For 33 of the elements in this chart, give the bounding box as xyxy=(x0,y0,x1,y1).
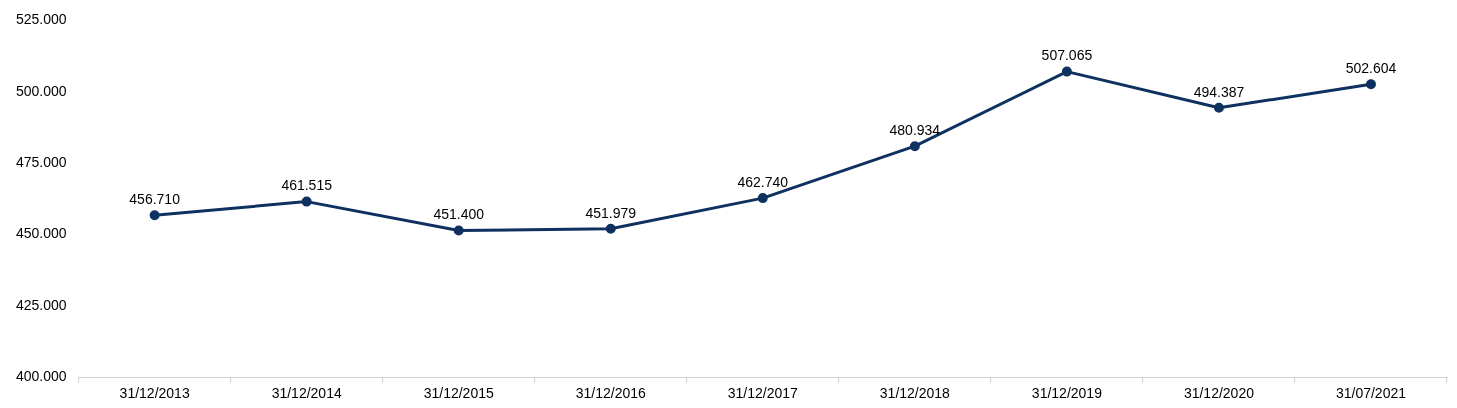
y-tick-label: 425.000 xyxy=(16,296,67,313)
data-label: 451.979 xyxy=(585,204,637,221)
y-tick-label: 400.000 xyxy=(16,368,67,385)
data-label: 507.065 xyxy=(1041,47,1093,64)
data-label: 451.400 xyxy=(433,206,485,223)
point xyxy=(757,193,768,204)
data-label: 480.934 xyxy=(889,122,941,139)
data-label: 494.387 xyxy=(1193,83,1245,100)
x-tick-label: 31/12/2019 xyxy=(1031,385,1103,402)
x-tick-label: 31/07/2021 xyxy=(1335,385,1407,402)
data-label: 456.710 xyxy=(129,191,181,208)
data-label: 461.515 xyxy=(281,177,333,194)
point xyxy=(149,210,160,221)
data-label: 502.604 xyxy=(1345,60,1397,77)
y-tick-label: 525.000 xyxy=(16,11,67,28)
point xyxy=(1365,79,1376,90)
point xyxy=(605,223,616,234)
x-tick-label: 31/12/2013 xyxy=(119,385,190,402)
x-tick-label: 31/12/2015 xyxy=(423,385,494,402)
y-tick-label: 450.000 xyxy=(16,225,67,242)
y-tick-label: 475.000 xyxy=(16,153,67,170)
data-label: 462.740 xyxy=(737,173,789,190)
x-tick-label: 31/12/2016 xyxy=(575,385,646,402)
point xyxy=(453,225,464,236)
x-tick-label: 31/12/2017 xyxy=(727,385,799,402)
point xyxy=(301,196,312,207)
x-tick-label: 31/12/2018 xyxy=(879,385,951,402)
point xyxy=(1061,66,1072,77)
point xyxy=(909,141,920,152)
point xyxy=(1213,102,1224,113)
y-tick-label: 500.000 xyxy=(16,82,67,99)
x-tick-label: 31/12/2014 xyxy=(271,385,342,402)
x-tick-label: 31/12/2020 xyxy=(1183,385,1255,402)
